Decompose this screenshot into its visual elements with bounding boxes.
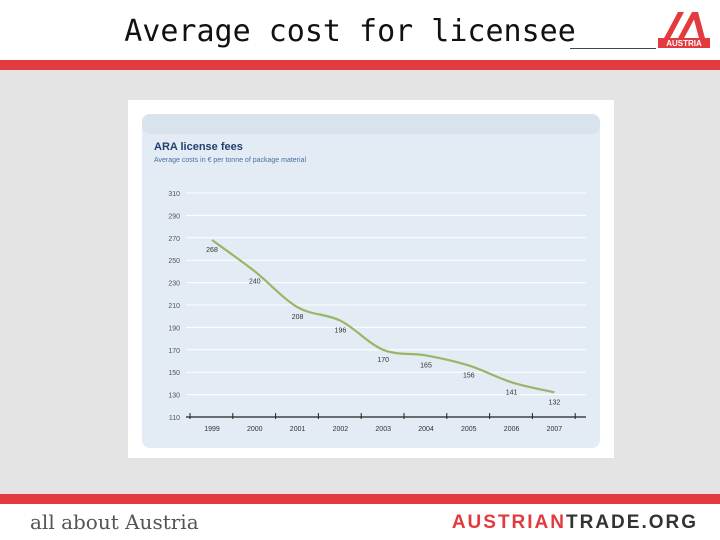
y-tick-label: 210 xyxy=(168,303,180,310)
y-tick-label: 130 xyxy=(168,393,180,400)
y-tick-label: 170 xyxy=(168,348,180,355)
x-tick-label: 2002 xyxy=(333,426,349,433)
chart: ARA license fees Average costs in € per … xyxy=(142,114,600,448)
slide-title: Average cost for licensee xyxy=(124,14,576,49)
y-tick-label: 250 xyxy=(168,258,180,265)
logo-text: AUSTRIA xyxy=(666,39,702,48)
x-tick-label: 2004 xyxy=(418,426,434,433)
x-axis: 1999 2000 2001 2002 2003 2004 2005 2006 2007 xyxy=(186,413,586,433)
x-tick-label: 2007 xyxy=(547,426,563,433)
grid-lines xyxy=(186,192,586,396)
y-tick-label: 310 xyxy=(168,191,180,198)
series-line xyxy=(211,239,555,394)
data-label: 132 xyxy=(549,399,561,406)
footer-brand-part2: TRADE.ORG xyxy=(566,512,698,533)
y-tick-label: 190 xyxy=(168,325,180,332)
x-tick-label: 2000 xyxy=(247,426,263,433)
title-rule xyxy=(570,48,656,49)
footer-brand: AUSTRIANTRADE.ORG xyxy=(452,512,698,534)
y-tick-label: 290 xyxy=(168,213,180,220)
y-tick-label: 270 xyxy=(168,236,180,243)
x-tick-label: 2005 xyxy=(461,426,477,433)
y-tick-label: 110 xyxy=(169,415,180,422)
data-labels: 268 240 208 196 170 165 156 141 132 xyxy=(206,247,560,406)
y-tick-label: 230 xyxy=(168,281,180,288)
chart-panel xyxy=(142,114,600,448)
data-label: 165 xyxy=(420,362,432,369)
data-label: 170 xyxy=(377,357,389,364)
chart-header xyxy=(142,114,600,134)
top-accent-band xyxy=(0,60,720,70)
footer-brand-part1: AUSTRIAN xyxy=(451,512,566,533)
x-tick-label: 2001 xyxy=(290,426,306,433)
footer-tagline: all about Austria xyxy=(30,510,199,534)
y-tick-label: 150 xyxy=(168,370,180,377)
data-label: 240 xyxy=(249,278,261,285)
data-label: 141 xyxy=(506,389,518,396)
chart-subtitle: Average costs in € per tonne of package … xyxy=(154,157,306,164)
austria-logo: AUSTRIA xyxy=(658,12,710,48)
chart-frame: ARA license fees Average costs in € per … xyxy=(128,100,614,458)
x-tick-label: 2003 xyxy=(375,426,391,433)
data-label: 156 xyxy=(463,372,475,379)
series-line-path xyxy=(211,239,555,394)
y-tick-labels: 110 130 150 170 190 210 230 250 270 290 310 xyxy=(168,191,180,422)
x-tick-label: 2006 xyxy=(504,426,520,433)
chart-title: ARA license fees xyxy=(154,141,243,153)
data-label: 208 xyxy=(292,314,304,321)
data-label: 268 xyxy=(206,247,218,254)
x-tick-label: 1999 xyxy=(204,426,220,433)
data-label: 196 xyxy=(335,328,347,335)
bottom-accent-band xyxy=(0,494,720,504)
